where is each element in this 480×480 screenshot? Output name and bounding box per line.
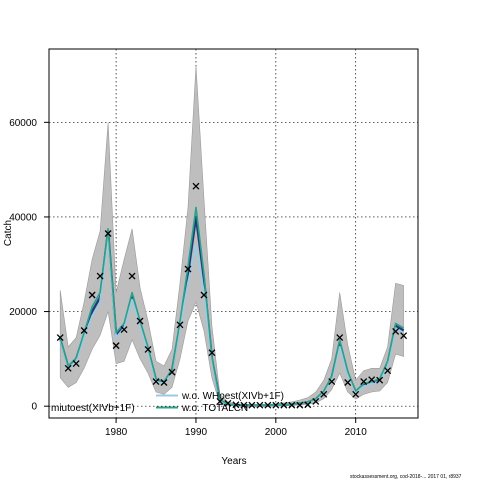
observed-point	[120, 326, 128, 333]
x-tick-label: 2010	[345, 427, 368, 438]
observed-point	[200, 291, 208, 299]
confidence-band	[59, 65, 404, 407]
observed-point	[400, 332, 408, 340]
legend-label: w.o. TOTALCN	[181, 403, 248, 414]
legend-entry-1: w.o. WHoest(XIVb+1F)	[156, 391, 284, 402]
y-axis-label: Catch	[3, 220, 14, 246]
x-tick-label: 2000	[265, 427, 288, 438]
y-tick-label: 60000	[9, 118, 37, 129]
x-axis: 1980 1990 2000 2010	[105, 418, 367, 438]
observed-point	[264, 401, 272, 409]
observed-point	[248, 401, 256, 409]
series-lines	[59, 206, 405, 407]
observed-point	[256, 401, 264, 409]
plot-frame	[48, 48, 419, 419]
observed-point	[208, 349, 216, 357]
legend-label: w.o. WHoest(XIVb+1F)	[181, 391, 284, 402]
observed-point	[136, 317, 144, 325]
observed-point	[224, 399, 232, 407]
observed-point	[328, 378, 336, 386]
y-tick-label: 40000	[9, 212, 37, 223]
observed-point	[56, 334, 64, 342]
x-tick-label: 1980	[105, 427, 128, 438]
observed-point	[344, 379, 352, 386]
observed-point	[312, 397, 320, 405]
y-tick-label: 20000	[9, 307, 37, 318]
observed-point	[88, 291, 96, 299]
observed-point	[336, 334, 344, 342]
x-axis-label: Years	[221, 456, 246, 467]
observed-points	[56, 182, 408, 409]
observed-point	[360, 378, 368, 386]
observed-point	[160, 379, 168, 386]
observed-point	[64, 364, 72, 372]
series-line-2	[59, 206, 405, 407]
legend: miutoest(XIVb+1F) w.o. WHoest(XIVb+1F)w.o…	[51, 391, 284, 414]
observed-point	[280, 401, 288, 409]
observed-point	[384, 367, 392, 375]
observed-point	[128, 272, 136, 280]
observed-point	[104, 230, 112, 237]
observed-point	[96, 272, 104, 280]
observed-point	[296, 401, 304, 409]
observed-point	[72, 360, 80, 368]
observed-point	[112, 342, 120, 350]
legend-entry-2: w.o. TOTALCN	[156, 403, 248, 414]
y-tick-label: 0	[31, 402, 37, 413]
observed-point	[272, 401, 280, 409]
observed-point	[288, 401, 296, 409]
observed-point	[192, 182, 200, 190]
observed-point	[176, 321, 184, 329]
observed-point	[320, 390, 328, 398]
observed-point	[184, 265, 192, 273]
observed-point	[80, 327, 88, 334]
observed-point	[368, 376, 376, 384]
observed-point	[376, 376, 384, 384]
observed-point	[304, 401, 312, 409]
legend-entry-0: miutoest(XIVb+1F)	[51, 403, 135, 414]
observed-point	[168, 368, 176, 376]
observed-point	[152, 378, 160, 386]
observed-point	[352, 390, 360, 398]
x-tick-label: 1990	[185, 427, 208, 438]
observed-point	[216, 397, 224, 405]
observed-point	[144, 345, 152, 353]
observed-point	[232, 401, 240, 409]
legend-label: miutoest(XIVb+1F)	[51, 403, 135, 414]
footer-credit: stockassessment.org, cod-2018-... 2017 0…	[350, 474, 462, 480]
observed-point	[392, 327, 400, 335]
observed-point	[240, 401, 248, 409]
y-axis: 0 20000 40000 60000	[9, 118, 49, 413]
